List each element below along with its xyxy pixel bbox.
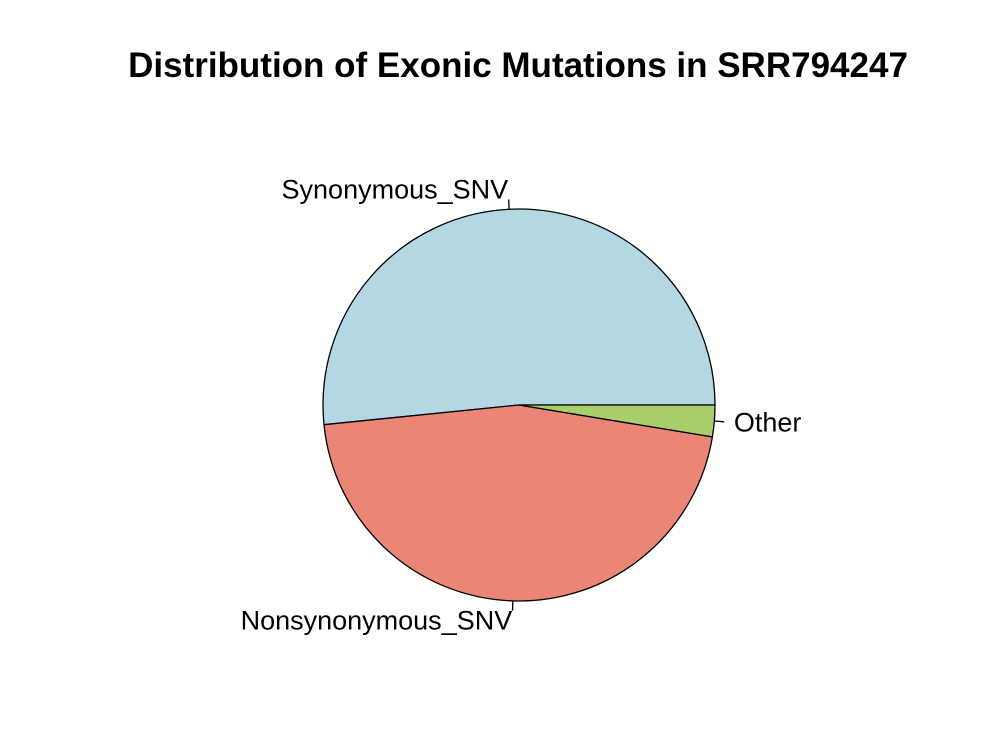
slice-label-nonsynonymous-snv: Nonsynonymous_SNV: [241, 605, 513, 635]
slice-label-other: Other: [734, 408, 802, 438]
pie-slice-nonsynonymous-snv: [323, 404, 714, 602]
pie-slice-other: [518, 404, 716, 438]
chart-title: Distribution of Exonic Mutations in SRR7…: [128, 46, 908, 85]
pie-slices: [322, 208, 716, 602]
pie-labels: Synonymous_SNV Nonsynonymous_SNV Other: [241, 175, 802, 636]
leader-line-other: [714, 420, 725, 423]
slice-label-synonymous-snv: Synonymous_SNV: [282, 175, 509, 205]
pie-slice-synonymous-snv: [322, 208, 716, 426]
